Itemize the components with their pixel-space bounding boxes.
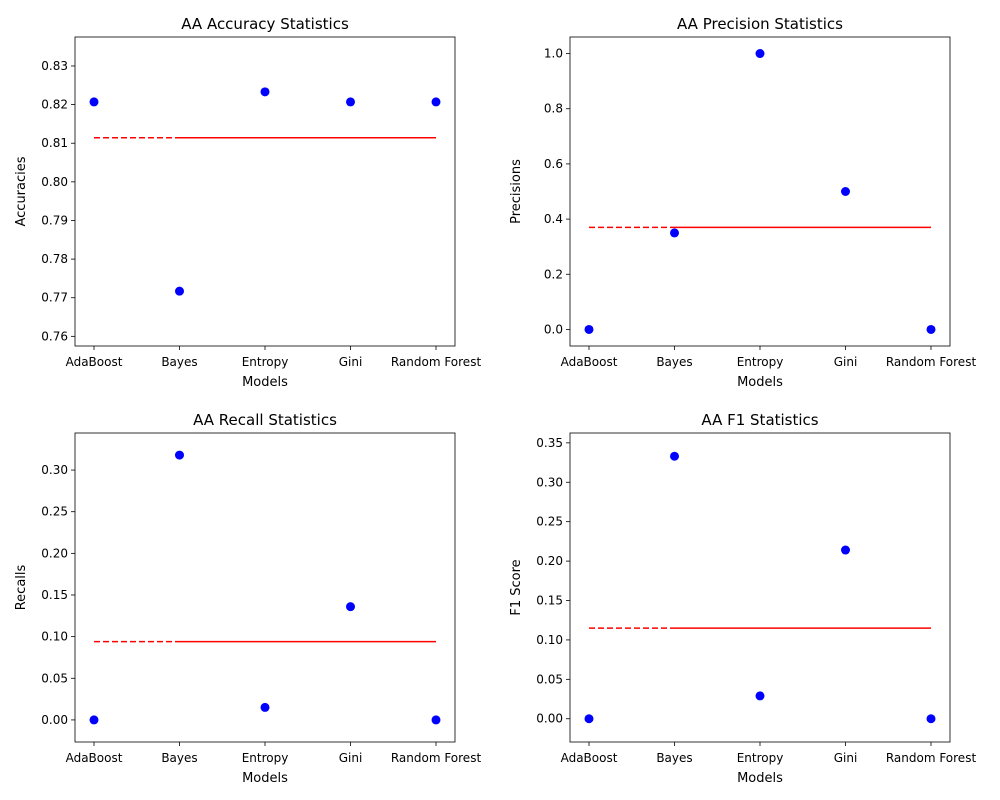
x-tick-label: Entropy <box>737 355 784 369</box>
x-tick-label: AdaBoost <box>66 751 123 765</box>
x-tick-label: Bayes <box>161 751 197 765</box>
data-point <box>346 602 355 612</box>
y-tick-label: 0.20 <box>536 554 563 568</box>
subplot-title: AA Accuracy Statistics <box>181 15 349 33</box>
y-tick-label: 1.0 <box>544 47 563 61</box>
x-tick-label: Bayes <box>656 355 692 369</box>
y-tick-label: 0.20 <box>41 546 68 560</box>
y-tick-label: 0.05 <box>536 672 563 686</box>
y-tick-label: 0.25 <box>536 515 563 529</box>
data-point <box>584 324 594 334</box>
subplot-recall: AA Recall Statistics Models Recalls 0.00… <box>14 411 481 786</box>
y-tick-label: 0.05 <box>41 671 68 685</box>
data-point <box>841 187 850 196</box>
x-tick-label: Random Forest <box>391 355 482 369</box>
subplot-precision: AA Precision Statistics Models Precision… <box>509 15 976 390</box>
data-point <box>346 97 355 107</box>
data-point <box>175 286 184 296</box>
y-tick-label: 0.83 <box>41 59 68 73</box>
x-tick-label: Entropy <box>242 751 289 765</box>
axes-frame <box>74 432 456 743</box>
x-tick-label: Random Forest <box>886 355 977 369</box>
data-point <box>926 324 936 334</box>
y-tick-label: 0.00 <box>41 713 68 727</box>
x-tick-label: AdaBoost <box>561 751 618 765</box>
y-tick-label: 0.30 <box>41 463 68 477</box>
y-tick-label: 0.00 <box>536 712 563 726</box>
data-point <box>584 714 594 724</box>
y-tick-label: 0.35 <box>536 436 563 450</box>
y-tick-label: 0.6 <box>544 157 563 171</box>
data-point <box>260 702 270 712</box>
x-axis-label: Models <box>242 771 288 786</box>
data-point <box>175 450 184 460</box>
y-axis-label: Precisions <box>509 159 524 224</box>
x-tick-label: Bayes <box>161 355 197 369</box>
subplot-title: AA Recall Statistics <box>193 411 337 429</box>
subplot-title: AA Precision Statistics <box>677 15 843 33</box>
data-point <box>670 228 679 238</box>
x-tick-label: Gini <box>339 355 363 369</box>
axes-frame <box>74 36 456 347</box>
data-point <box>670 451 679 461</box>
x-tick-label: Gini <box>339 751 363 765</box>
data-point <box>755 691 765 701</box>
y-tick-label: 0.79 <box>41 213 68 227</box>
y-axis-label: Recalls <box>14 564 29 610</box>
x-tick-label: Entropy <box>737 751 784 765</box>
y-tick-label: 0.82 <box>41 98 68 112</box>
data-point <box>431 715 441 725</box>
y-tick-label: 0.4 <box>544 212 563 226</box>
y-axis-label: F1 Score <box>509 559 524 615</box>
y-tick-label: 0.10 <box>41 630 68 644</box>
x-tick-label: AdaBoost <box>66 355 123 369</box>
y-tick-label: 0.80 <box>41 175 68 189</box>
y-tick-label: 0.10 <box>536 633 563 647</box>
data-point <box>89 715 99 725</box>
x-tick-label: Random Forest <box>391 751 482 765</box>
axes-frame <box>569 432 951 743</box>
y-tick-label: 0.15 <box>536 594 563 608</box>
x-tick-label: Random Forest <box>886 751 977 765</box>
subplot-f1: AA F1 Statistics Models F1 Score 0.00 0.0… <box>509 411 976 786</box>
x-tick-label: Gini <box>834 355 858 369</box>
data-point <box>431 97 441 107</box>
axes-frame <box>569 36 951 347</box>
x-tick-label: Entropy <box>242 355 289 369</box>
data-point <box>260 87 270 97</box>
subplot-title: AA F1 Statistics <box>701 411 818 429</box>
y-tick-label: 0.81 <box>41 136 68 150</box>
y-tick-label: 0.77 <box>41 291 68 305</box>
x-axis-label: Models <box>737 771 783 786</box>
y-tick-label: 0.0 <box>544 322 563 336</box>
data-point <box>926 714 936 724</box>
y-tick-label: 0.30 <box>536 475 563 489</box>
y-tick-label: 0.8 <box>544 102 563 116</box>
y-tick-label: 0.78 <box>41 252 68 266</box>
x-axis-label: Models <box>737 375 783 390</box>
data-point <box>89 97 99 107</box>
y-axis-label: Accuracies <box>14 156 29 226</box>
x-axis-label: Models <box>242 375 288 390</box>
subplot-accuracy: AA Accuracy Statistics Models Accuracies… <box>14 15 481 390</box>
y-tick-label: 0.76 <box>41 329 68 343</box>
y-tick-label: 0.25 <box>41 505 68 519</box>
x-tick-label: Bayes <box>656 751 692 765</box>
x-tick-label: AdaBoost <box>561 355 618 369</box>
data-point <box>755 49 765 59</box>
data-point <box>841 545 850 555</box>
y-tick-label: 0.2 <box>544 267 563 281</box>
x-tick-label: Gini <box>834 751 858 765</box>
y-tick-label: 0.15 <box>41 588 68 602</box>
